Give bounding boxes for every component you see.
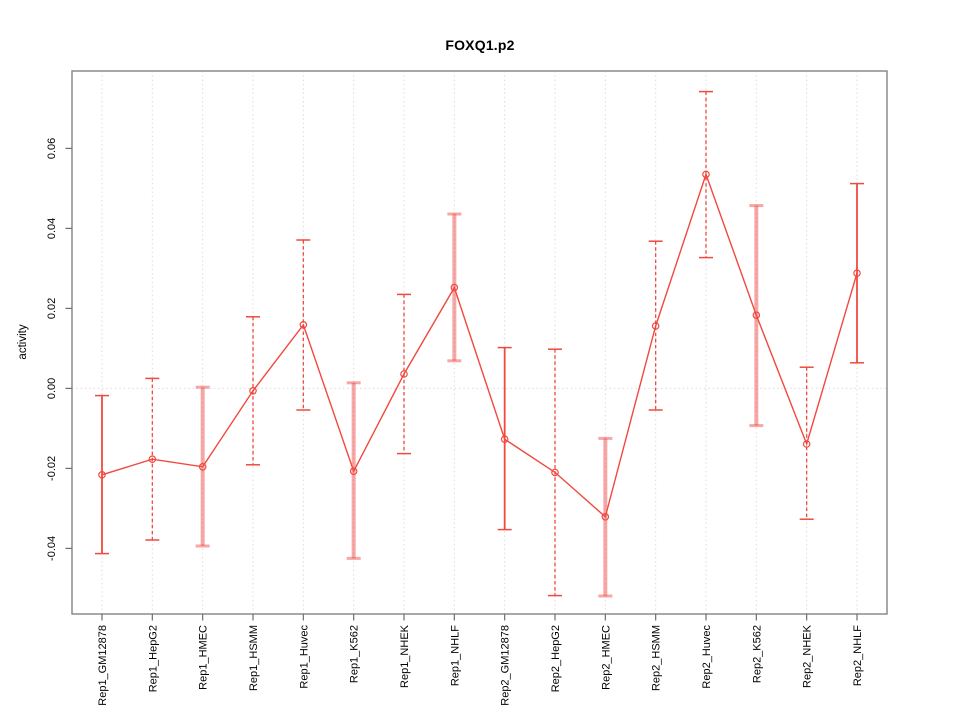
data-point	[249, 386, 257, 395]
x-tick-label: Rep2_HepG2	[550, 625, 562, 692]
x-tick-label: Rep1_HMEC	[198, 625, 210, 690]
y-tick-label: 0.06	[46, 138, 58, 159]
plot-border	[71, 70, 888, 615]
x-tick-label: Rep2_NHLF	[852, 625, 864, 686]
data-point	[551, 468, 559, 477]
y-tick-label: -0.04	[46, 536, 58, 561]
y-tick-label: -0.02	[46, 456, 58, 481]
x-tick-label: Rep1_K562	[349, 625, 361, 683]
x-tick-label: Rep2_HMEC	[600, 625, 612, 690]
x-tick-label: Rep1_HepG2	[147, 625, 159, 692]
x-tick-label: Rep2_Huvec	[701, 625, 713, 689]
data-point	[450, 283, 459, 292]
data-line	[101, 172, 858, 519]
data-point	[702, 170, 710, 179]
data-point	[98, 470, 106, 479]
chart-title: FOXQ1.p2	[445, 37, 515, 53]
x-tick-label: Rep1_Huvec	[298, 625, 310, 689]
data-point	[500, 435, 509, 444]
data-point	[651, 322, 660, 330]
data-point	[752, 311, 761, 320]
data-point	[198, 462, 207, 471]
y-tick-label: 0.02	[46, 298, 58, 319]
x-tick-label: Rep2_NHEK	[802, 624, 814, 688]
x-tick-label: Rep2_K562	[751, 625, 763, 683]
data-point	[601, 512, 610, 521]
x-tick-label: Rep2_GM12878	[500, 625, 512, 706]
data-point	[400, 370, 408, 378]
data-point	[148, 455, 157, 464]
y-tick-label: 0.04	[46, 218, 58, 239]
data-point	[349, 467, 358, 476]
x-tick-label: Rep1_NHLF	[449, 625, 461, 686]
data-point	[853, 269, 861, 278]
x-tick-label: Rep1_GM12878	[97, 625, 109, 706]
x-tick-label: Rep1_HSMM	[248, 625, 260, 691]
x-tick-label: Rep2_HSMM	[651, 625, 663, 691]
data-point	[299, 320, 308, 329]
data-point	[802, 440, 811, 448]
x-tick-label: Rep1_NHEK	[399, 624, 411, 688]
y-tick-label: 0.00	[46, 378, 58, 399]
